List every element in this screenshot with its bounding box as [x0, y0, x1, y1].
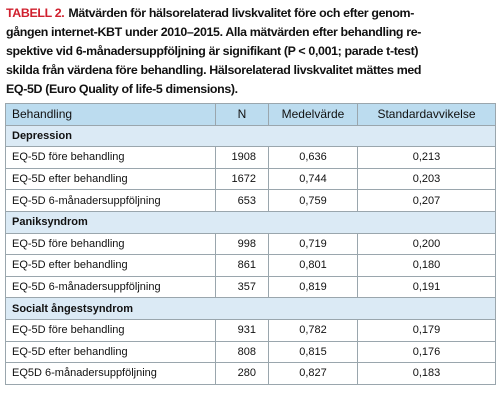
cell-value: 0,744 — [268, 167, 358, 191]
treatment: EQ-5D efter behandling — [5, 340, 216, 364]
treatment: EQ-5D 6-månadersuppföljning — [5, 275, 216, 299]
cell-value: 0,719 — [268, 232, 358, 256]
cell-value: 0,207 — [357, 189, 496, 212]
cell-value: 0,180 — [357, 254, 496, 277]
data-row: EQ-5D före behandling 998 0,719 0,200 — [5, 232, 496, 256]
caption-line: EQ-5D (Euro Quality of life-5 dimensions… — [6, 80, 496, 99]
column-header: N — [215, 103, 269, 126]
cell-value: 0,801 — [268, 254, 358, 277]
cell-value: 0,782 — [268, 318, 358, 342]
caption-text: skilda från värdena före behandling. Häl… — [6, 63, 422, 77]
caption: TABELL 2. Mätvärden för hälsorelaterad li… — [6, 4, 496, 99]
data-row: EQ-5D 6-månadersuppföljning 357 0,819 0,191 — [5, 275, 496, 299]
cell-value: 0,213 — [357, 146, 496, 169]
caption-line: gången internet-KBT under 2010–2015. All… — [6, 23, 496, 42]
data-row: EQ-5D efter behandling 808 0,815 0,176 — [5, 340, 496, 364]
treatment: EQ-5D efter behandling — [5, 254, 216, 277]
caption-text: EQ-5D (Euro Quality of life-5 dimensions… — [6, 82, 238, 96]
data-row: EQ-5D efter behandling 1672 0,744 0,203 — [5, 167, 496, 191]
treatment: EQ-5D före behandling — [5, 232, 216, 256]
treatment: EQ-5D efter behandling — [5, 167, 216, 191]
treatment: EQ-5D 6-månadersuppföljning — [5, 189, 216, 212]
cell-value: 0,191 — [357, 275, 496, 299]
cell-value: 0,200 — [357, 232, 496, 256]
cell-value: 0,183 — [357, 362, 496, 385]
group-title: Paniksyndrom — [5, 210, 496, 234]
cell-value: 0,815 — [268, 340, 358, 364]
cell-value: 0,636 — [268, 146, 358, 169]
caption-line: spektive vid 6-månadersuppföljning är si… — [6, 42, 496, 61]
cell-value: 653 — [215, 189, 269, 212]
cell-value: 0,759 — [268, 189, 358, 212]
data-row: EQ-5D före behandling 1908 0,636 0,213 — [5, 146, 496, 169]
group-title: Socialt ångestsyndrom — [5, 297, 496, 320]
column-header: Medelvärde — [268, 103, 358, 126]
group-row: Depression — [5, 124, 496, 148]
data-row: EQ-5D 6-månadersuppföljning 653 0,759 0,207 — [5, 189, 496, 212]
cell-value: 280 — [215, 362, 269, 385]
data-row: EQ-5D före behandling 931 0,782 0,179 — [5, 318, 496, 342]
cell-value: 998 — [215, 232, 269, 256]
cell-value: 931 — [215, 318, 269, 342]
caption-label: TABELL 2. — [6, 6, 65, 20]
caption-text: spektive vid 6-månadersuppföljning är si… — [6, 44, 419, 58]
cell-value: 861 — [215, 254, 269, 277]
cell-value: 0,203 — [357, 167, 496, 191]
data-table: Behandling N Medelvärde Standardavvikelse D… — [5, 103, 496, 385]
data-row: EQ5D 6-månadersuppföljning 280 0,827 0,183 — [5, 362, 496, 385]
caption-text: gången internet-KBT under 2010–2015. All… — [6, 25, 422, 39]
treatment: EQ-5D före behandling — [5, 146, 216, 169]
cell-value: 0,819 — [268, 275, 358, 299]
cell-value: 1908 — [215, 146, 269, 169]
cell-value: 1672 — [215, 167, 269, 191]
data-row: EQ-5D efter behandling 861 0,801 0,180 — [5, 254, 496, 277]
treatment: EQ-5D före behandling — [5, 318, 216, 342]
column-header: Behandling — [5, 103, 216, 126]
group-row: Paniksyndrom — [5, 210, 496, 234]
cell-value: 0,179 — [357, 318, 496, 342]
caption-line: skilda från värdena före behandling. Häl… — [6, 61, 496, 80]
group-row: Socialt ångestsyndrom — [5, 297, 496, 320]
group-title: Depression — [5, 124, 496, 148]
cell-value: 357 — [215, 275, 269, 299]
column-header: Standardavvikelse — [357, 103, 496, 126]
cell-value: 0,176 — [357, 340, 496, 364]
cell-value: 0,827 — [268, 362, 358, 385]
treatment: EQ5D 6-månadersuppföljning — [5, 362, 216, 385]
cell-value: 808 — [215, 340, 269, 364]
caption-text: Mätvärden för hälsorelaterad livskvalite… — [68, 6, 415, 20]
caption-line: TABELL 2. Mätvärden för hälsorelaterad li… — [6, 4, 496, 23]
header-row: Behandling N Medelvärde Standardavvikelse — [5, 103, 496, 126]
